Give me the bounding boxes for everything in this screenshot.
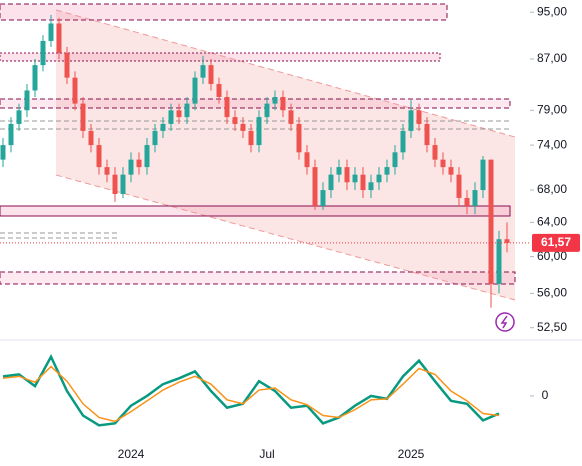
y-tick-label: 64,00 [537, 214, 567, 228]
candle-body [72, 77, 78, 104]
y-tick-label: 56,00 [537, 286, 567, 300]
candle-body [472, 190, 478, 206]
candle-body [424, 123, 430, 146]
candle-body [144, 145, 150, 168]
candle-body [360, 174, 366, 191]
event-icon [495, 312, 515, 332]
x-tick-label: 2025 [398, 447, 425, 461]
candle-body [448, 167, 454, 175]
candle-body [304, 152, 310, 168]
candle-body [296, 123, 302, 153]
y-tick-label: 79,00 [537, 102, 567, 116]
candle-body [168, 110, 174, 124]
candle-body [264, 103, 270, 118]
candle-body [392, 152, 398, 168]
candle-body [384, 167, 390, 175]
candle-body [488, 159, 494, 284]
x-tick-label: 2024 [118, 447, 145, 461]
y-tick-label: 74,00 [537, 137, 567, 151]
candle-body [240, 123, 246, 131]
candle-body [88, 130, 94, 146]
candle-body [272, 96, 278, 104]
zone [0, 98, 511, 109]
candle-body [56, 23, 62, 53]
candle-body [376, 174, 382, 183]
candle-body [24, 90, 30, 111]
y-tick-label: 0 [542, 388, 549, 402]
y-tick-label: 52,50 [537, 320, 567, 334]
candle-body [456, 174, 462, 198]
last-price-label: 61,57 [541, 235, 571, 249]
candle-body [432, 145, 438, 160]
candle-body [8, 123, 14, 146]
candle-body [0, 145, 6, 160]
candle-body [208, 65, 214, 85]
candle-body [312, 167, 318, 206]
candle-body [136, 159, 142, 168]
candle-body [464, 197, 470, 206]
candle-body [96, 145, 102, 168]
candle-body [184, 103, 190, 118]
candle-body [216, 84, 222, 97]
zone [0, 52, 441, 62]
candle-body [416, 110, 422, 124]
candle-body [160, 123, 166, 131]
candle-body [320, 190, 326, 206]
candle-body [328, 174, 334, 191]
channel [56, 10, 515, 300]
oscillator-line [2, 365, 500, 423]
candle-body [336, 167, 342, 175]
candle-body [48, 23, 54, 41]
zone [0, 271, 516, 285]
y-tick-label: 68,00 [537, 182, 567, 196]
candle-body [256, 117, 262, 146]
candle-body [16, 110, 22, 124]
candle-body [368, 182, 374, 191]
candle-body [440, 159, 446, 168]
zone [0, 3, 448, 21]
candle-body [200, 65, 206, 78]
candle-body [192, 77, 198, 104]
candle-body [80, 103, 86, 131]
y-tick-label: 95,00 [537, 4, 567, 18]
candle-body [248, 130, 254, 146]
candle-body [400, 130, 406, 153]
candle-body [504, 239, 510, 243]
candle-body [288, 110, 294, 124]
candle-body [496, 239, 502, 284]
candle-body [120, 174, 126, 194]
candle-body [40, 40, 46, 66]
candle-body [104, 167, 110, 175]
candle-body [344, 167, 350, 183]
candle-body [32, 65, 38, 91]
y-tick-label: 60,00 [537, 249, 567, 263]
oscillator-line [2, 353, 500, 427]
candle-body [112, 174, 118, 194]
event-icon [500, 315, 508, 329]
candle-body [480, 159, 486, 191]
candle-body [224, 96, 230, 118]
candle-body [64, 52, 70, 78]
zone [0, 205, 511, 217]
candle-body [128, 159, 134, 175]
x-tick-label: Jul [259, 447, 274, 461]
candle-body [152, 130, 158, 146]
candle-body [232, 117, 238, 124]
candle-body [352, 174, 358, 183]
last-price-box [532, 233, 580, 252]
candle-body [176, 110, 182, 118]
candle-body [280, 96, 286, 111]
candle-body [408, 110, 414, 131]
y-tick-label: 87,00 [537, 51, 567, 65]
